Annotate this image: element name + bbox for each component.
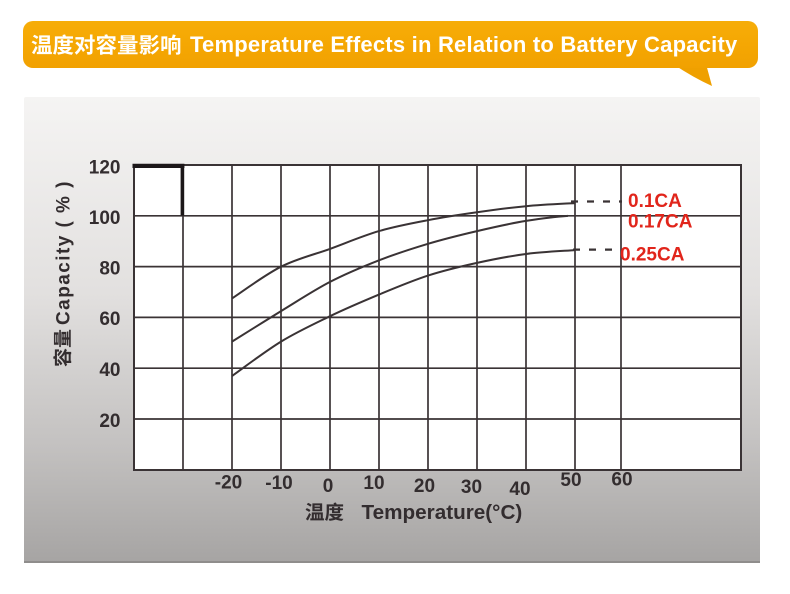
- svg-text:120: 120: [89, 157, 121, 178]
- svg-text:30: 30: [461, 477, 482, 498]
- svg-text:0.1CA: 0.1CA: [628, 191, 682, 212]
- svg-text:-20: -20: [215, 472, 242, 493]
- svg-text:Capacity ( % ): Capacity ( % ): [54, 180, 75, 325]
- svg-text:0.17CA: 0.17CA: [628, 212, 693, 233]
- svg-text:50: 50: [560, 470, 581, 491]
- svg-text:100: 100: [89, 208, 121, 229]
- svg-text:0: 0: [323, 476, 334, 497]
- svg-text:80: 80: [99, 258, 120, 279]
- svg-text:60: 60: [99, 309, 120, 330]
- svg-text:40: 40: [509, 479, 530, 500]
- svg-text:0.25CA: 0.25CA: [620, 245, 685, 266]
- svg-text:10: 10: [363, 473, 384, 494]
- svg-text:40: 40: [99, 360, 120, 381]
- svg-text:60: 60: [611, 469, 632, 490]
- svg-text:-10: -10: [265, 473, 292, 494]
- svg-text:Temperature(°C): Temperature(°C): [362, 501, 523, 524]
- svg-text:Temperature Effects in Relatio: Temperature Effects in Relation to Batte…: [190, 32, 738, 57]
- svg-text:20: 20: [99, 411, 120, 432]
- svg-text:20: 20: [414, 476, 435, 497]
